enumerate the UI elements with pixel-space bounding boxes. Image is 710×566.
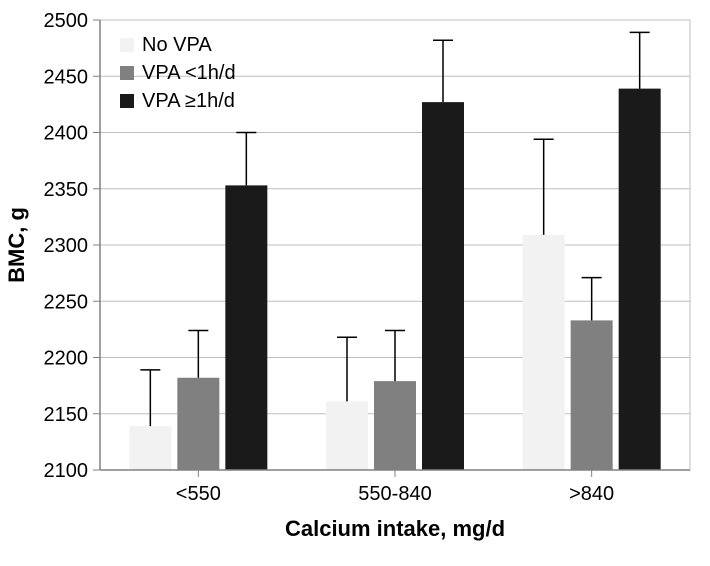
legend-swatch [120, 66, 134, 80]
xtick-label: <550 [176, 483, 221, 505]
ytick-label: 2100 [44, 460, 89, 482]
xtick-label: >840 [569, 483, 614, 505]
bar [326, 401, 368, 470]
ytick-label: 2400 [44, 123, 89, 145]
bar [374, 381, 416, 470]
ytick-label: 2200 [44, 348, 89, 370]
legend-label: VPA ≥1h/d [142, 90, 235, 112]
ytick-label: 2300 [44, 235, 89, 257]
chart-svg: 2100 2150 2200 2250 2300 2350 2400 2450 2500 <550… [0, 0, 710, 566]
bar [422, 102, 464, 470]
legend-swatch [120, 94, 134, 108]
legend-label: VPA <1h/d [142, 62, 236, 84]
legend-label: No VPA [142, 34, 212, 56]
bar [177, 378, 219, 470]
ytick-label: 2450 [44, 66, 89, 88]
ytick-label: 2500 [44, 10, 89, 32]
bar [571, 320, 613, 470]
ytick-label: 2350 [44, 179, 89, 201]
legend-swatch [120, 38, 134, 52]
ytick-label: 2250 [44, 291, 89, 313]
xtick-label: 550-840 [358, 483, 431, 505]
bmc-bar-chart: 2100 2150 2200 2250 2300 2350 2400 2450 2500 <550… [0, 0, 710, 566]
bar [129, 426, 171, 470]
bar [225, 185, 267, 470]
bar [523, 235, 565, 470]
bar [619, 89, 661, 470]
ytick-label: 2150 [44, 404, 89, 426]
x-axis-label: Calcium intake, mg/d [285, 516, 505, 541]
y-axis-label: BMC, g [4, 207, 29, 283]
